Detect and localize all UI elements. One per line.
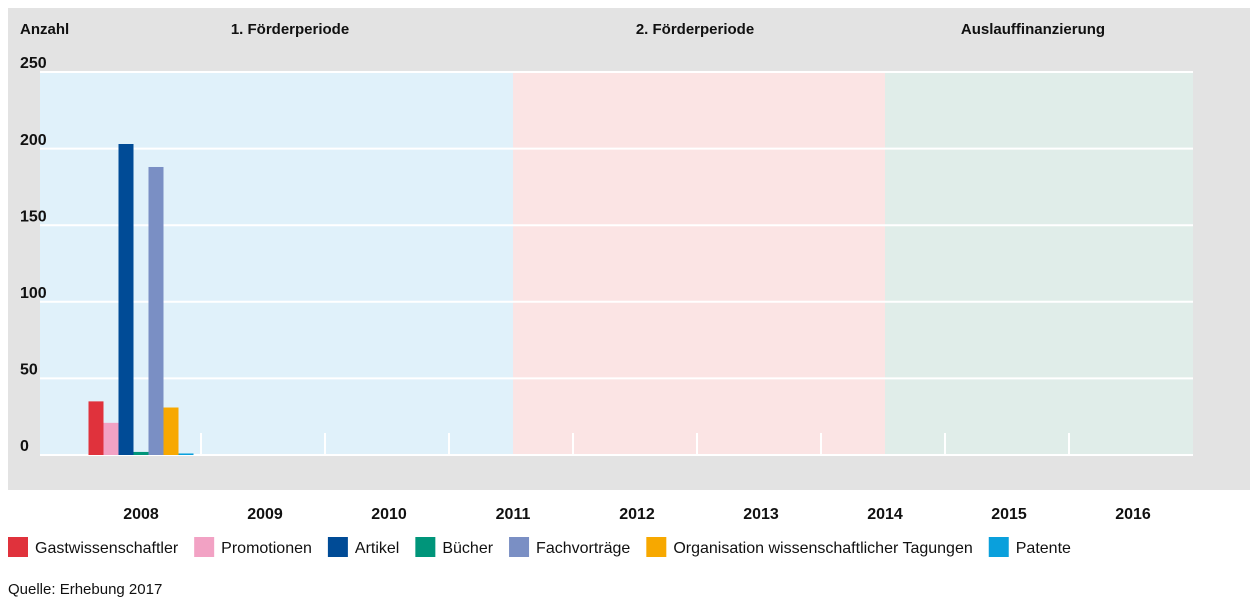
legend-label: Gastwissenschaftler [35, 540, 179, 557]
legend-swatch [509, 537, 530, 557]
x-tick-label: 2010 [371, 506, 407, 523]
bar [163, 407, 179, 455]
period-label: 2. Förderperiode [636, 21, 754, 38]
y-tick-label: 100 [20, 285, 47, 302]
legend-swatch [646, 537, 667, 557]
y-tick-label: 50 [20, 362, 38, 379]
x-tick-label: 2013 [743, 506, 779, 523]
bar [148, 246, 164, 455]
bar [148, 453, 164, 455]
y-tick-label: 250 [20, 55, 47, 72]
period-label: 1. Förderperiode [231, 21, 349, 38]
period-region [513, 72, 885, 455]
x-tick-label: 2009 [247, 506, 283, 523]
legend-swatch [415, 537, 436, 557]
legend-swatch [194, 537, 215, 557]
legend-label: Artikel [355, 540, 399, 557]
bar [103, 447, 119, 455]
y-tick-label: 200 [20, 132, 47, 149]
x-tick-label: 2012 [619, 506, 655, 523]
legend-swatch [327, 537, 348, 557]
bar [133, 453, 149, 455]
bar [88, 439, 104, 455]
bar [178, 453, 194, 455]
bar [118, 144, 134, 455]
x-tick-label: 2015 [991, 506, 1027, 523]
legend-swatch [988, 537, 1009, 557]
bar [118, 453, 134, 455]
legend-label: Bücher [442, 540, 493, 557]
x-tick-label: 2014 [867, 506, 903, 523]
source: Quelle: Erhebung 2017 [8, 581, 162, 598]
period-region [885, 72, 1193, 455]
period-label: Auslauffinanzierung [961, 21, 1105, 38]
bar [163, 453, 179, 455]
legend-swatch [8, 537, 28, 557]
x-tick-label: 2008 [123, 506, 159, 523]
bar [133, 451, 149, 455]
legend-label: Patente [1016, 540, 1071, 557]
y-axis-label: Anzahl [20, 21, 69, 38]
legend-label: Organisation wissenschaftlicher Tagungen [673, 540, 972, 557]
legend-label: Promotionen [221, 540, 312, 557]
x-tick-label: 2016 [1115, 506, 1151, 523]
y-tick-label: 150 [20, 208, 47, 225]
legend-label: Fachvorträge [536, 540, 630, 557]
y-tick-label: 0 [20, 438, 29, 455]
period-region [40, 72, 513, 455]
x-tick-label: 2011 [496, 506, 531, 523]
